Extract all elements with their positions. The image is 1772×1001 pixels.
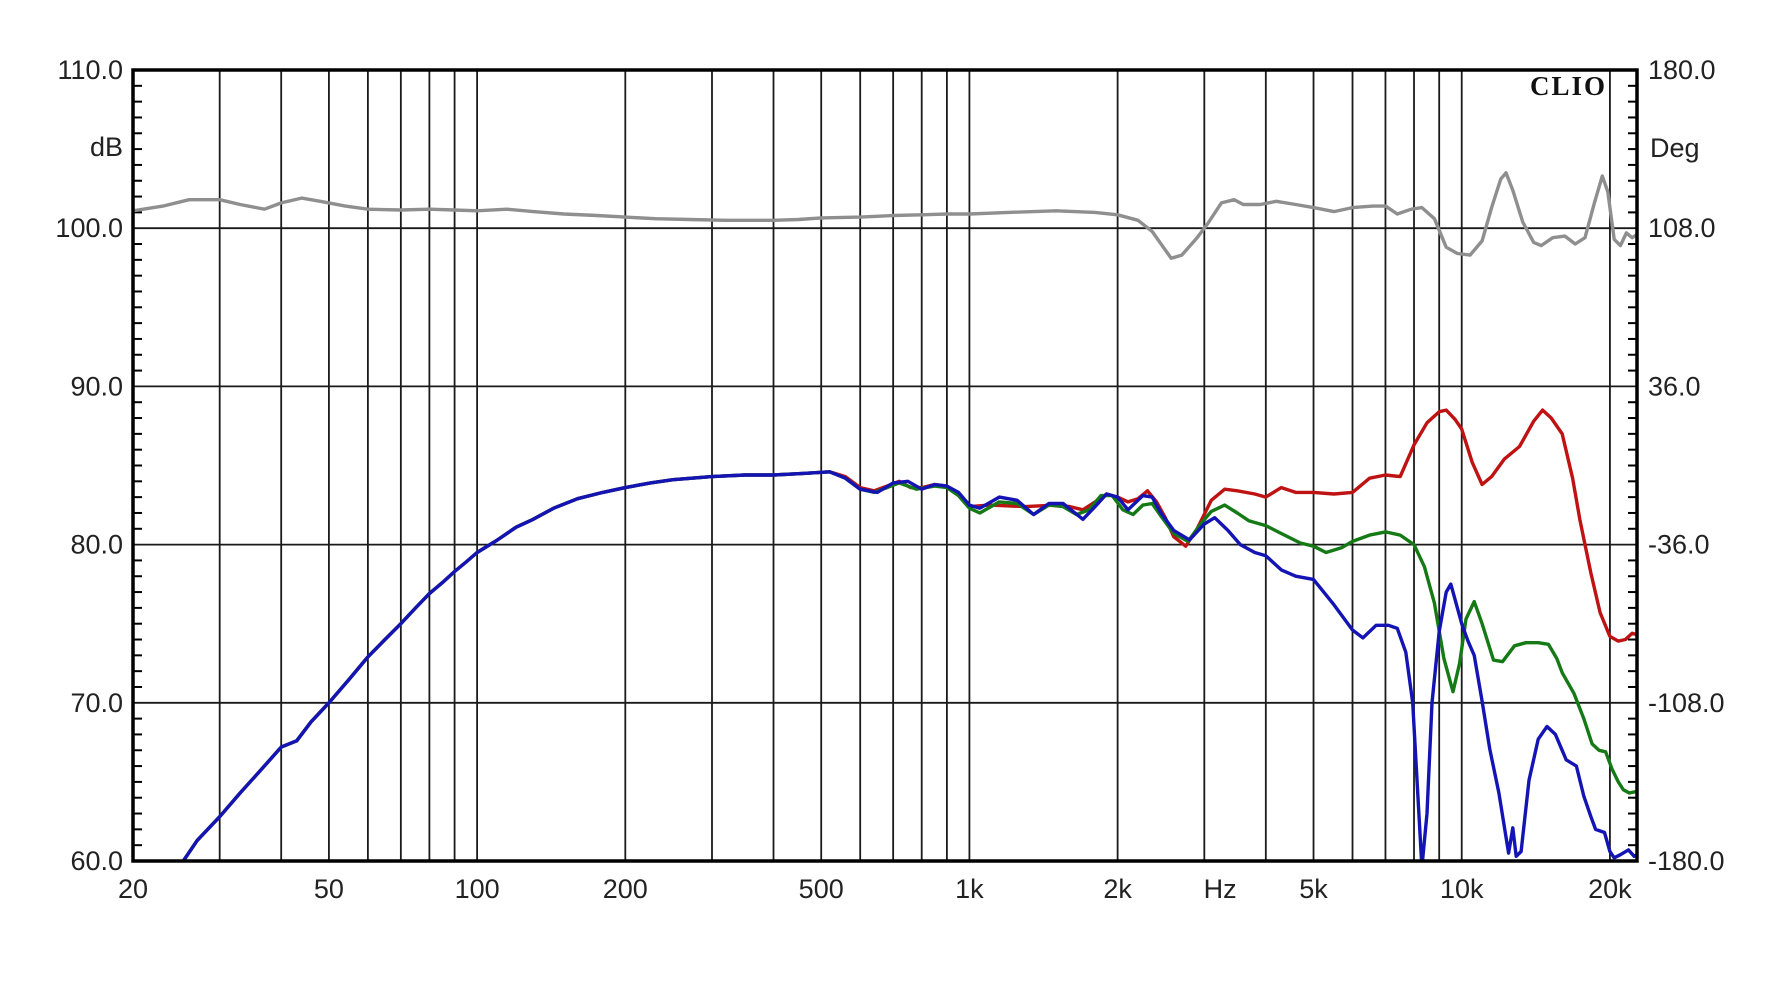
right-axis-tick-label: 108.0 <box>1648 213 1716 243</box>
x-axis-tick-label: 200 <box>603 874 648 904</box>
x-axis-tick-label: 2k <box>1103 874 1132 904</box>
x-axis-tick-label: 50 <box>314 874 344 904</box>
left-axis-tick-label: 110.0 <box>57 55 123 85</box>
x-axis-tick-label: Hz <box>1204 874 1237 904</box>
left-axis-tick-label: 100.0 <box>55 213 123 243</box>
curve-blue-curve <box>181 470 1637 861</box>
x-axis-tick-label: 10k <box>1440 874 1484 904</box>
right-axis-tick-label: -36.0 <box>1648 530 1710 560</box>
x-axis-tick-label: 5k <box>1299 874 1328 904</box>
right-axis-tick-label: 36.0 <box>1648 371 1701 401</box>
x-axis-tick-label: 20 <box>118 874 148 904</box>
x-axis-tick-label: 100 <box>455 874 500 904</box>
x-axis-tick-label: 20k <box>1588 874 1632 904</box>
left-axis-tick-label: 70.0 <box>70 688 123 718</box>
left-axis-unit-label: dB <box>89 132 123 162</box>
curve-gray-curve <box>133 171 1637 260</box>
axis-minor-ticks <box>133 84 1637 847</box>
right-axis-unit-label: Deg <box>1650 133 1700 163</box>
gridlines <box>133 70 1637 861</box>
left-axis-tick-label: 80.0 <box>70 530 123 560</box>
curves <box>133 171 1637 861</box>
left-axis-tick-label: 90.0 <box>70 371 123 401</box>
clio-watermark: CLIO <box>1529 71 1607 101</box>
right-axis-tick-label: -108.0 <box>1648 688 1725 718</box>
left-axis-tick-label: 60.0 <box>70 846 123 876</box>
plot-frame <box>131 68 1639 863</box>
x-axis-tick-label: 500 <box>799 874 844 904</box>
x-axis-tick-label: 1k <box>955 874 984 904</box>
right-axis-tick-label: 180.0 <box>1648 55 1716 85</box>
axis-labels: 110.0 100.0 90.0 80.0 70.0 60.0 180.0 108.0 36.0… <box>55 55 1724 904</box>
right-axis-tick-label: -180.0 <box>1648 846 1725 876</box>
